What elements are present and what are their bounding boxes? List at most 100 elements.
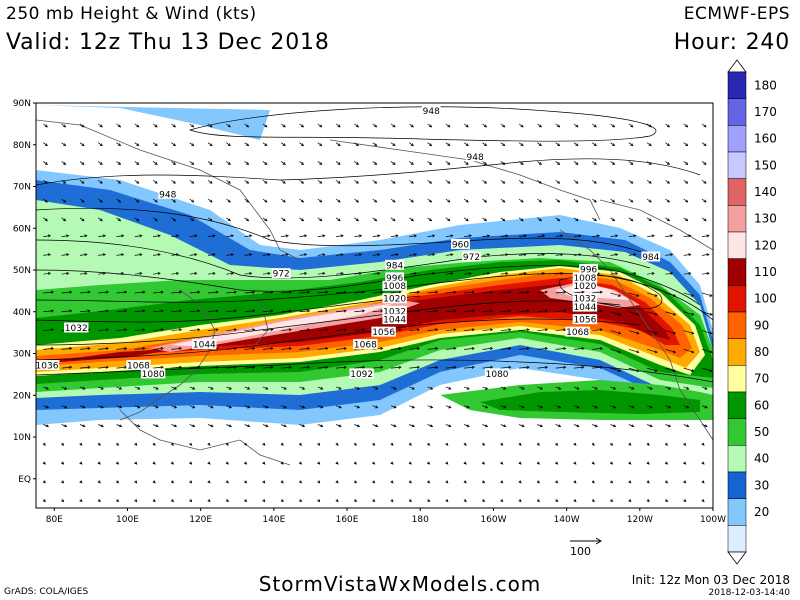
wind-arrow bbox=[189, 217, 194, 222]
wind-arrowhead bbox=[175, 234, 180, 238]
wind-arrow bbox=[701, 272, 710, 275]
height-label: 996 bbox=[580, 266, 597, 276]
wind-arrow bbox=[463, 198, 469, 203]
wind-arrowhead bbox=[709, 312, 713, 316]
wind-arrowhead bbox=[593, 218, 597, 222]
wind-arrow bbox=[134, 424, 140, 427]
wind-arrowhead bbox=[178, 290, 183, 294]
wind-arrow bbox=[98, 272, 106, 275]
wind-arrow bbox=[519, 291, 530, 294]
wind-arrow bbox=[61, 366, 72, 369]
wind-arrowhead bbox=[453, 328, 457, 332]
wind-arrow bbox=[61, 386, 67, 390]
wind-arrow bbox=[61, 161, 66, 165]
wind-arrow bbox=[189, 254, 197, 256]
wind-arrowhead bbox=[264, 143, 268, 147]
wind-arrowhead bbox=[319, 162, 323, 165]
wind-arrowhead bbox=[430, 424, 434, 428]
wind-arrow bbox=[354, 291, 365, 294]
colorbar-swatch bbox=[727, 418, 747, 446]
wind-arrowhead bbox=[227, 180, 231, 184]
wind-arrowhead bbox=[157, 271, 161, 275]
wind-arrowhead bbox=[121, 253, 125, 257]
wind-arrowhead bbox=[285, 234, 289, 238]
wind-arrow bbox=[409, 235, 417, 237]
wind-arrowhead bbox=[618, 369, 622, 372]
wind-arrow bbox=[171, 366, 182, 369]
wind-arrow bbox=[207, 291, 219, 294]
wind-arrow bbox=[244, 366, 255, 369]
wind-arrowhead bbox=[398, 328, 402, 332]
wind-arrow bbox=[427, 347, 438, 350]
wind-arrow bbox=[464, 347, 475, 350]
colorbar-label: 20 bbox=[754, 505, 769, 519]
wind-arrowhead bbox=[337, 143, 341, 147]
wind-arrow bbox=[336, 310, 347, 313]
wind-arrowhead bbox=[691, 331, 695, 335]
wind-arrow bbox=[647, 330, 658, 334]
wind-arrow bbox=[628, 386, 634, 390]
wind-arrow bbox=[701, 405, 708, 409]
wind-arrow bbox=[317, 179, 322, 184]
wind-arrow bbox=[592, 329, 603, 331]
wind-arrowhead bbox=[353, 442, 357, 446]
wind-arrow bbox=[518, 405, 525, 409]
wind-arrowhead bbox=[486, 253, 491, 257]
wind-arrowhead bbox=[508, 290, 512, 294]
wind-arrow bbox=[610, 217, 615, 222]
wind-arrow bbox=[500, 366, 511, 369]
wind-arrowhead bbox=[102, 234, 106, 238]
wind-arrow bbox=[79, 235, 87, 237]
wind-arrow bbox=[701, 386, 708, 390]
height-label-bg bbox=[572, 293, 598, 304]
wind-arrow bbox=[116, 142, 121, 146]
wind-arrow bbox=[171, 424, 177, 427]
wind-arrow bbox=[317, 198, 322, 203]
wind-arrow bbox=[153, 366, 164, 369]
wind-arrow bbox=[281, 424, 287, 427]
wind-arrow bbox=[171, 386, 177, 390]
wind-arrow bbox=[152, 424, 159, 427]
wind-arrowhead bbox=[709, 350, 713, 354]
wind-arrow bbox=[244, 272, 252, 275]
wind-arrowhead bbox=[578, 253, 582, 257]
wind-arrowhead bbox=[709, 331, 713, 335]
wind-arrowhead bbox=[648, 199, 652, 203]
wind-arrowhead bbox=[544, 347, 549, 351]
wind-arrowhead bbox=[136, 199, 140, 203]
wind-arrowhead bbox=[377, 253, 381, 257]
height-label: 948 bbox=[467, 153, 484, 163]
wind-arrowhead bbox=[207, 499, 211, 503]
wind-arrowhead bbox=[252, 290, 256, 294]
wind-arrowhead bbox=[210, 386, 214, 390]
wind-arrowhead bbox=[636, 369, 640, 372]
wind-arrow bbox=[244, 254, 252, 256]
wind-arrowhead bbox=[481, 499, 485, 503]
wind-arrow bbox=[592, 366, 603, 369]
wind-arrowhead bbox=[87, 347, 91, 351]
wind-arrowhead bbox=[358, 234, 363, 238]
wind-arrow bbox=[134, 272, 142, 275]
wind-arrowhead bbox=[172, 218, 176, 222]
wind-arrowhead bbox=[178, 365, 183, 369]
wind-arrow bbox=[463, 123, 469, 128]
wind-arrowhead bbox=[335, 461, 339, 465]
wind-arrowhead bbox=[646, 442, 650, 446]
wind-arrow bbox=[646, 198, 652, 203]
wind-arrow bbox=[445, 217, 451, 222]
wind-arrowhead bbox=[612, 143, 616, 147]
wind-arrowhead bbox=[618, 312, 622, 316]
wind-arrowhead bbox=[355, 124, 359, 128]
wind-arrow bbox=[701, 349, 713, 353]
wind-arrow bbox=[665, 292, 676, 297]
colorbar-swatch bbox=[727, 525, 747, 553]
wind-arrowhead bbox=[683, 480, 687, 484]
wind-arrowhead bbox=[244, 499, 248, 503]
wind-arrowhead bbox=[44, 199, 48, 203]
wind-arrowhead bbox=[685, 180, 689, 184]
wind-arrow bbox=[427, 142, 432, 146]
wind-arrow bbox=[299, 347, 310, 350]
wind-arrowhead bbox=[375, 386, 379, 390]
wind-arrowhead bbox=[322, 253, 326, 257]
wind-arrowhead bbox=[539, 424, 544, 428]
